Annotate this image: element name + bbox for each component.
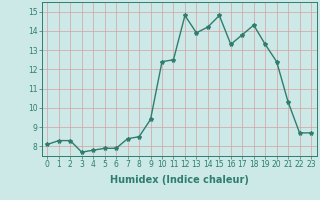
X-axis label: Humidex (Indice chaleur): Humidex (Indice chaleur) — [110, 175, 249, 185]
